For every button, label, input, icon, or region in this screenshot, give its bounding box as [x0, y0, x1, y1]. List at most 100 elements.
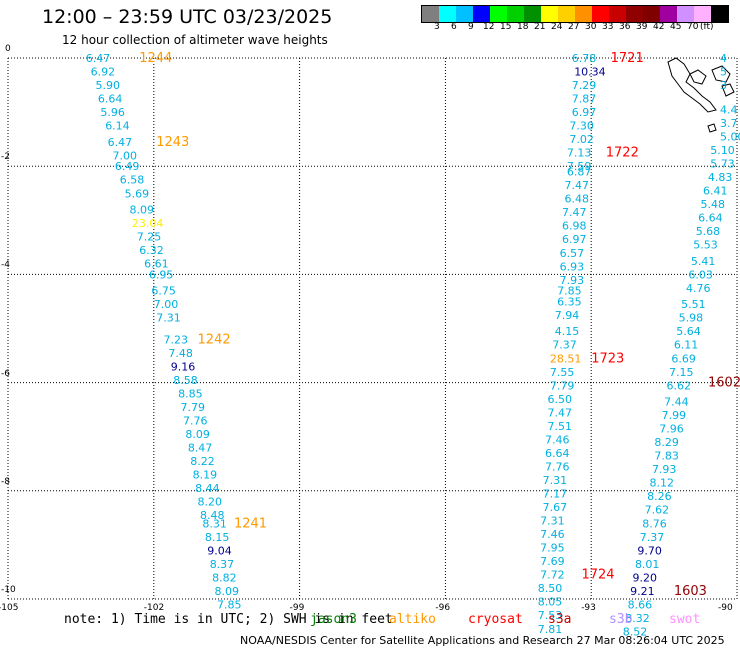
wave-height-value: 5.96 — [100, 106, 125, 119]
wave-height-value: 7.93 — [652, 463, 677, 476]
wave-height-value: 8.26 — [647, 490, 672, 503]
wave-height-value: 8.50 — [538, 582, 563, 595]
y-tick-label: 0 — [5, 44, 11, 54]
wave-height-value: 6.58 — [120, 174, 145, 187]
scale-swatch — [507, 6, 524, 22]
wave-height-value: 8.22 — [190, 455, 215, 468]
page-title: 12:00 – 23:59 UTC 03/23/2025 — [42, 6, 333, 28]
wave-height-value: 6.97 — [572, 106, 597, 119]
x-tick-label: -99 — [289, 603, 305, 613]
x-tick-label: -93 — [581, 603, 596, 613]
pass-time-label: 1603 — [674, 584, 707, 599]
wave-height-value: 8.01 — [635, 558, 660, 571]
wave-height-value: 7.59 — [567, 160, 592, 173]
wave-height-value: 7.23 — [164, 333, 189, 346]
wave-height-value: 9.70 — [637, 544, 662, 557]
x-tick-label: -96 — [435, 603, 451, 613]
wave-height-value: 6.57 — [560, 247, 585, 260]
wave-height-value: 5.98 — [679, 312, 704, 325]
scale-label: 30 — [585, 22, 597, 32]
wave-height-value: 3 — [720, 79, 727, 92]
wave-height-value: 6.14 — [105, 120, 130, 133]
pass-time-label: 1242 — [198, 332, 231, 347]
wave-height-value: 7.79 — [550, 379, 575, 392]
pass-time-label: 1722 — [606, 146, 639, 161]
wave-height-value: 8.31 — [202, 517, 227, 530]
scale-swatch — [558, 6, 575, 22]
map-grid — [7, 57, 738, 600]
wave-height-value: 28.51 — [550, 352, 582, 365]
scale-label: 45 — [670, 22, 682, 32]
wave-height-value: 8.32 — [625, 612, 650, 625]
scale-label: 15 — [500, 22, 512, 32]
wave-height-value: 6.78 — [572, 52, 597, 65]
y-tick-label: -6 — [1, 368, 10, 379]
wave-height-value: 5.68 — [696, 225, 721, 238]
wave-height-value: 8.85 — [178, 387, 203, 400]
wave-height-value: 7.76 — [545, 460, 570, 473]
wave-height-value: 6.69 — [671, 352, 696, 365]
wave-height-value: 6.41 — [703, 185, 728, 198]
wave-height-value: 23.04 — [132, 217, 164, 230]
wave-height-value: 6.62 — [667, 379, 692, 392]
scale-label: 24 — [551, 22, 563, 32]
wave-height-value: 6.93 — [560, 260, 585, 273]
wave-height-value: 8.48 — [200, 509, 225, 522]
legend-item-cryosat: cryosat — [468, 612, 523, 627]
wave-height-value: 9.16 — [171, 360, 196, 373]
pass-time-label: 1724 — [581, 568, 614, 583]
wave-height-value: 4 — [720, 52, 727, 65]
wave-height-value: 7.67 — [543, 501, 568, 514]
scale-swatch — [524, 6, 541, 22]
wave-height-value: 3.7 — [720, 117, 738, 130]
wave-height-value: 7.62 — [645, 504, 670, 517]
wave-height-value: 6.47 — [86, 52, 111, 65]
wave-height-value: 7.47 — [564, 179, 589, 192]
wave-height-value: 6.35 — [557, 295, 582, 308]
legend-item-jason3: jason3 — [310, 612, 357, 627]
scale-swatch — [643, 6, 660, 22]
wave-height-value: 6.98 — [562, 220, 587, 233]
credit-line: NOAA/NESDIS Center for Satellite Applica… — [240, 634, 725, 647]
wave-height-value: 7.13 — [567, 147, 592, 160]
wave-height-value: 7.37 — [640, 531, 665, 544]
wave-height-value: 7.81 — [538, 623, 563, 636]
wave-height-value: 5.51 — [681, 298, 706, 311]
wave-height-value: 7.30 — [569, 120, 594, 133]
wave-height-value: 7.44 — [664, 396, 689, 409]
wave-height-value: 7.83 — [654, 450, 679, 463]
wave-height-value: 7.72 — [540, 569, 565, 582]
track-east-edge: 453 4.43.75.00 — [720, 52, 740, 143]
pass-time-label: 1602 — [708, 376, 740, 391]
y-tick-label: -8 — [1, 476, 10, 487]
wave-height-value: 7.25 — [137, 231, 162, 244]
pass-time-label: 1723 — [591, 351, 624, 366]
scale-label: (ft) — [700, 22, 714, 32]
pass-time-label: 1721 — [611, 51, 644, 66]
scale-swatch — [541, 6, 558, 22]
galapagos-island-outline — [667, 57, 735, 133]
wave-height-value: 9.21 — [630, 585, 655, 598]
wave-height-value: 8.82 — [212, 571, 237, 584]
scale-label: 9 — [468, 22, 474, 32]
wave-height-value: 6.32 — [139, 244, 164, 257]
wave-height-value: 8.09 — [215, 585, 240, 598]
scale-label: 70 — [687, 22, 699, 32]
wave-height-value: 7.15 — [669, 366, 694, 379]
scale-label: 18 — [517, 22, 529, 32]
wave-height-value: 7.48 — [168, 347, 193, 360]
scale-swatch — [490, 6, 507, 22]
wave-height-value: 7.47 — [562, 206, 587, 219]
wave-height-value: 7.85 — [557, 285, 582, 298]
wave-height-value: 8.29 — [654, 436, 679, 449]
pass-time-label: 1241 — [234, 516, 267, 531]
scale-swatch — [660, 6, 677, 22]
footnote: note: 1) Time is in UTC; 2) SWH is in fe… — [64, 612, 393, 627]
wave-height-value: 6.61 — [144, 258, 169, 271]
wave-height-value: 7.00 — [154, 298, 179, 311]
wave-height-value: 6.64 — [698, 212, 723, 225]
scale-label: 42 — [653, 22, 665, 32]
wave-height-value: 7.85 — [217, 598, 242, 611]
track-east: 5.105.734.836.415.486.645.685.53 5.416.03… — [623, 144, 740, 638]
scale-swatch — [473, 6, 490, 22]
